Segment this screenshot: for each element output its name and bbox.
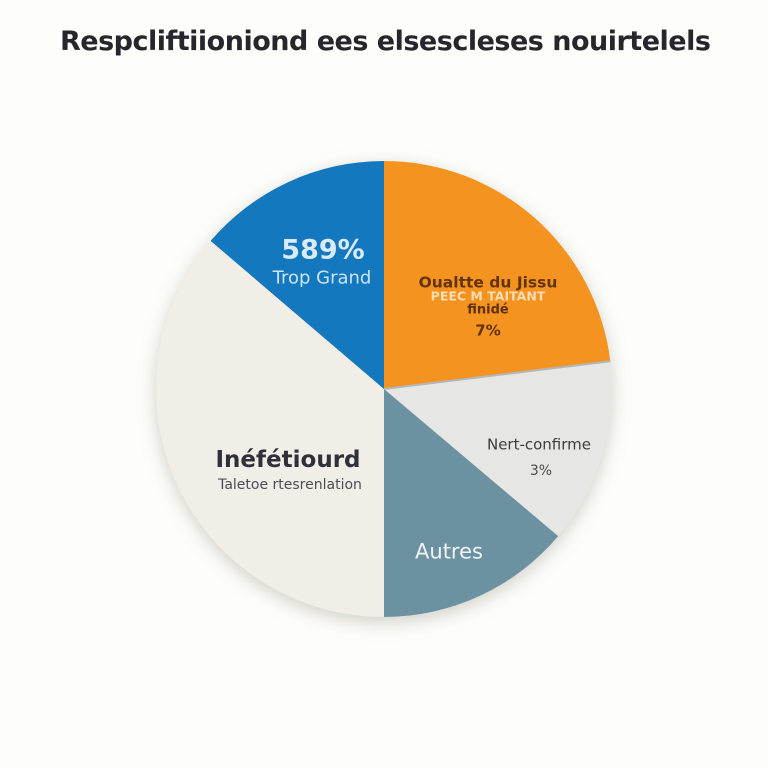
slice-label-qualite-du-tissu-3: 7% [475, 321, 500, 339]
slice-divider-0 [383, 360, 611, 390]
pie-slice-qualite-du-tissu [384, 161, 611, 389]
slice-label-qualite-du-tissu-1: PEEC M TAITANT [431, 288, 546, 303]
slice-label-nert-confirme-0: Nert-confirme [487, 435, 591, 453]
pie-slice-nert-confirme [384, 361, 613, 537]
pie-slice-trop-grand [210, 161, 384, 389]
slice-label-autres-0: Autres [415, 539, 483, 563]
slice-label-nert-confirme-1: 3% [530, 463, 552, 479]
pie-slice-autres [384, 389, 559, 617]
slice-label-qualite-du-tissu-0: Oualtte du Jissu [419, 273, 558, 291]
chart-title: Respcliftiioniond ees elsescleses nouirt… [60, 26, 711, 57]
slice-label-inefetiourd-0: Inéfétiourd [216, 447, 361, 473]
slice-label-qualite-du-tissu-2: finidé [467, 303, 509, 318]
slice-label-trop-grand-1: Trop Grand [272, 267, 372, 288]
slice-label-inefetiourd-1: Taletoe rtesrenlation [217, 477, 362, 493]
slice-label-trop-grand-0: 589% [281, 234, 364, 265]
pie-slice-inefetiourd [156, 240, 384, 617]
